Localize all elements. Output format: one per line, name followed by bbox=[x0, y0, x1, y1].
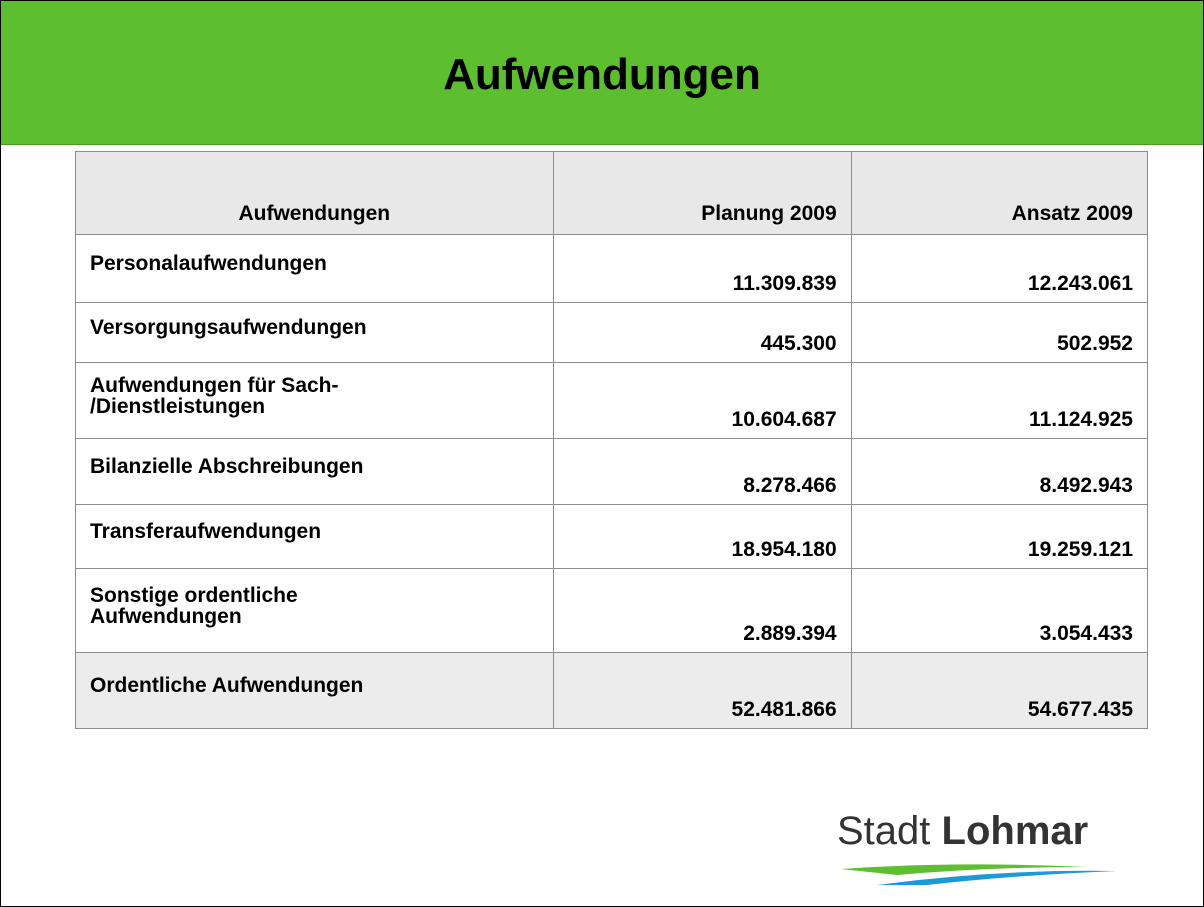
swoosh-blue bbox=[877, 870, 1117, 885]
table-row: Bilanzielle Abschreibungen 8.278.466 8.492… bbox=[75, 438, 1149, 505]
row-label: Ordentliche Aufwendungen bbox=[75, 652, 554, 729]
column-header: Ansatz 2009 bbox=[850, 151, 1149, 235]
row-label: Versorgungsaufwendungen bbox=[75, 302, 554, 363]
table-row: Transferaufwendungen 18.954.180 19.259.121 bbox=[75, 504, 1149, 569]
logo: Stadt Lohmar bbox=[837, 809, 1127, 889]
table-body: Personalaufwendungen 11.309.839 12.243.061… bbox=[75, 234, 1149, 729]
cell-value: 3.054.433 bbox=[850, 568, 1149, 653]
cell-value: 445.300 bbox=[552, 302, 852, 363]
cell-value: 2.889.394 bbox=[552, 568, 852, 653]
cell-value: 10.604.687 bbox=[552, 362, 852, 439]
row-label: Transferaufwendungen bbox=[75, 504, 554, 569]
cell-value: 12.243.061 bbox=[850, 234, 1149, 303]
cell-value: 11.124.925 bbox=[850, 362, 1149, 439]
cell-value: 11.309.839 bbox=[552, 234, 852, 303]
cell-value: 8.278.466 bbox=[552, 438, 852, 505]
cell-value: 502.952 bbox=[850, 302, 1149, 363]
table-row: Personalaufwendungen 11.309.839 12.243.061 bbox=[75, 234, 1149, 303]
cell-value: 18.954.180 bbox=[552, 504, 852, 569]
logo-swoosh bbox=[841, 864, 1117, 885]
table: Aufwendungen Planung 2009 Ansatz 2009 Pers… bbox=[75, 151, 1149, 729]
cell-value: 19.259.121 bbox=[850, 504, 1149, 569]
table-row: Aufwendungen für Sach- /Dienstleistungen… bbox=[75, 362, 1149, 439]
swoosh-green bbox=[841, 864, 1087, 875]
row-label: Aufwendungen für Sach- /Dienstleistungen bbox=[75, 362, 554, 439]
logo-word: Stadt bbox=[837, 809, 931, 853]
column-header: Planung 2009 bbox=[552, 151, 852, 235]
row-label: Sonstige ordentliche Aufwendungen bbox=[75, 568, 554, 653]
column-header: Aufwendungen bbox=[75, 151, 554, 235]
row-label: Personalaufwendungen bbox=[75, 234, 554, 303]
cell-value: 8.492.943 bbox=[850, 438, 1149, 505]
table-row: Sonstige ordentliche Aufwendungen 2.889.3… bbox=[75, 568, 1149, 653]
cell-value: 54.677.435 bbox=[850, 652, 1149, 729]
table-row: Versorgungsaufwendungen 445.300 502.952 bbox=[75, 302, 1149, 363]
logo-word: Lohmar bbox=[941, 809, 1089, 853]
header-row: Aufwendungen Planung 2009 Ansatz 2009 bbox=[75, 151, 1149, 235]
row-label: Bilanzielle Abschreibungen bbox=[75, 438, 554, 505]
cell-value: 52.481.866 bbox=[552, 652, 852, 729]
table-row: Ordentliche Aufwendungen 52.481.866 54.677… bbox=[75, 652, 1149, 729]
title: Aufwendungen bbox=[443, 50, 761, 99]
logo-text: Stadt Lohmar bbox=[837, 809, 1088, 854]
header-band bbox=[1, 1, 1203, 145]
